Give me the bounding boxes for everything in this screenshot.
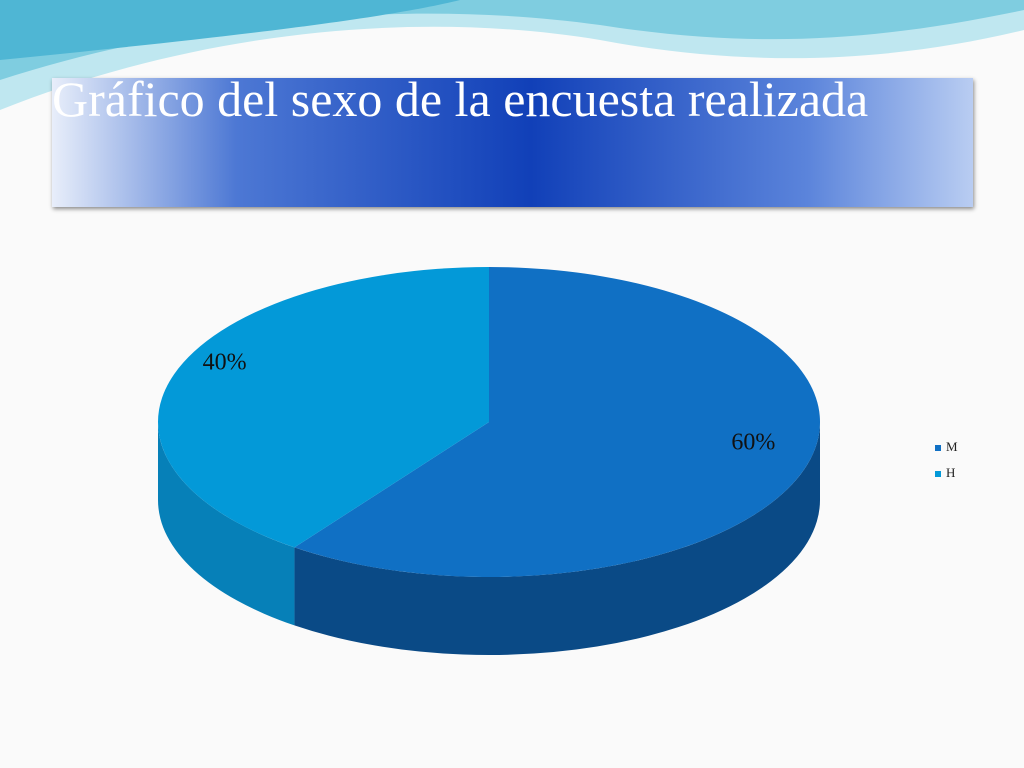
legend-swatch [935, 445, 941, 451]
data-label: 40% [203, 349, 247, 375]
legend-swatch [935, 471, 941, 477]
legend-label: M [946, 439, 958, 454]
chart-title: Gráfico del sexo de la encuesta realizad… [52, 71, 869, 127]
slice [294, 267, 821, 578]
data-label: 60% [731, 430, 775, 456]
slice-side [158, 422, 295, 626]
legend-label: H [946, 465, 955, 480]
slice-side [294, 422, 820, 655]
slice [158, 267, 490, 548]
title-box [52, 78, 973, 207]
wave [0, 0, 460, 60]
